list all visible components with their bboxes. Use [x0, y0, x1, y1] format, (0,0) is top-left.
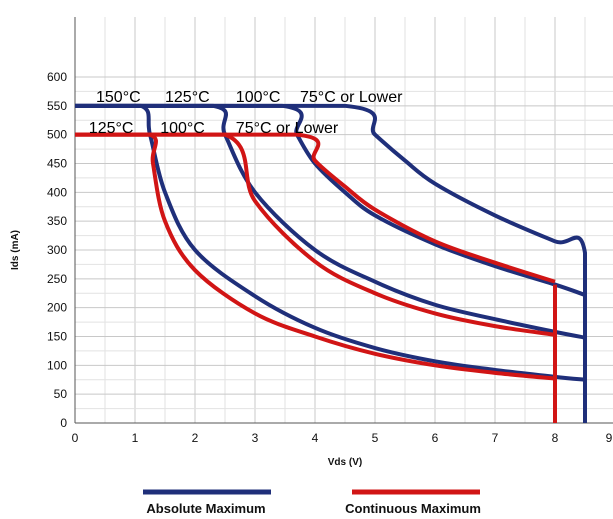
series-lines: [75, 103, 587, 423]
temperature-annotation: 100°C: [160, 120, 205, 137]
y-tick-label: 150: [47, 329, 67, 343]
temperature-annotation: 75°C or Lower: [300, 89, 403, 106]
legend-label: Absolute Maximum: [146, 501, 265, 516]
absolute-maximum-line-3: [75, 103, 586, 297]
y-tick-label: 500: [47, 128, 67, 142]
temperature-annotation: 150°C: [96, 89, 141, 106]
x-tick-label: 8: [552, 431, 559, 445]
x-tick-label: 9: [606, 431, 613, 445]
y-tick-label: 250: [47, 272, 67, 286]
axes: [74, 17, 613, 424]
continuous-maximum-line-6: [75, 132, 556, 337]
y-tick-label: 450: [47, 156, 67, 170]
absolute-maximum-line-1: [75, 103, 586, 382]
absolute-maximum-line-2: [75, 103, 586, 340]
temperature-annotation: 100°C: [236, 89, 281, 106]
y-tick-label: 550: [47, 99, 67, 113]
x-tick-label: 4: [312, 431, 319, 445]
y-tick-label: 100: [47, 358, 67, 372]
y-axis-title: Ids (mA): [10, 230, 21, 270]
x-tick-label: 3: [252, 431, 259, 445]
y-tick-label: 300: [47, 243, 67, 257]
annotations: 150°C 125°C 100°C 75°C or Lower 125°C 100°C 75…: [89, 89, 403, 137]
y-tick-label: 600: [47, 70, 67, 84]
y-tick-label: 0: [60, 416, 67, 430]
temperature-annotation: 75°C or Lower: [236, 120, 339, 137]
x-tick-label: 5: [372, 431, 379, 445]
y-tick-label: 400: [47, 185, 67, 199]
legend: Absolute Maximum Continuous Maximum: [143, 489, 481, 516]
x-tick-label: 6: [432, 431, 439, 445]
continuous-maximum-line-7: [75, 132, 556, 284]
x-tick-label: 7: [492, 431, 499, 445]
continuous-maximum-line-5: [75, 132, 556, 381]
y-tick-label: 200: [47, 301, 67, 315]
x-tick-label: 0: [72, 431, 79, 445]
y-tick-label: 50: [54, 387, 68, 401]
temperature-annotation: 125°C: [165, 89, 210, 106]
temperature-annotation: 125°C: [89, 120, 134, 137]
absolute-maximum-line-4: [75, 103, 587, 423]
legend-label: Continuous Maximum: [345, 501, 481, 516]
x-axis-title: Vds (V): [328, 457, 362, 468]
x-tick-label: 1: [132, 431, 139, 445]
grid: [74, 17, 613, 424]
x-tick-label: 2: [192, 431, 199, 445]
tick-labels: 0 50 100 150 200 250 300 350 400 450 500 550 600 0 1 2 3…: [47, 70, 613, 445]
y-tick-label: 350: [47, 214, 67, 228]
